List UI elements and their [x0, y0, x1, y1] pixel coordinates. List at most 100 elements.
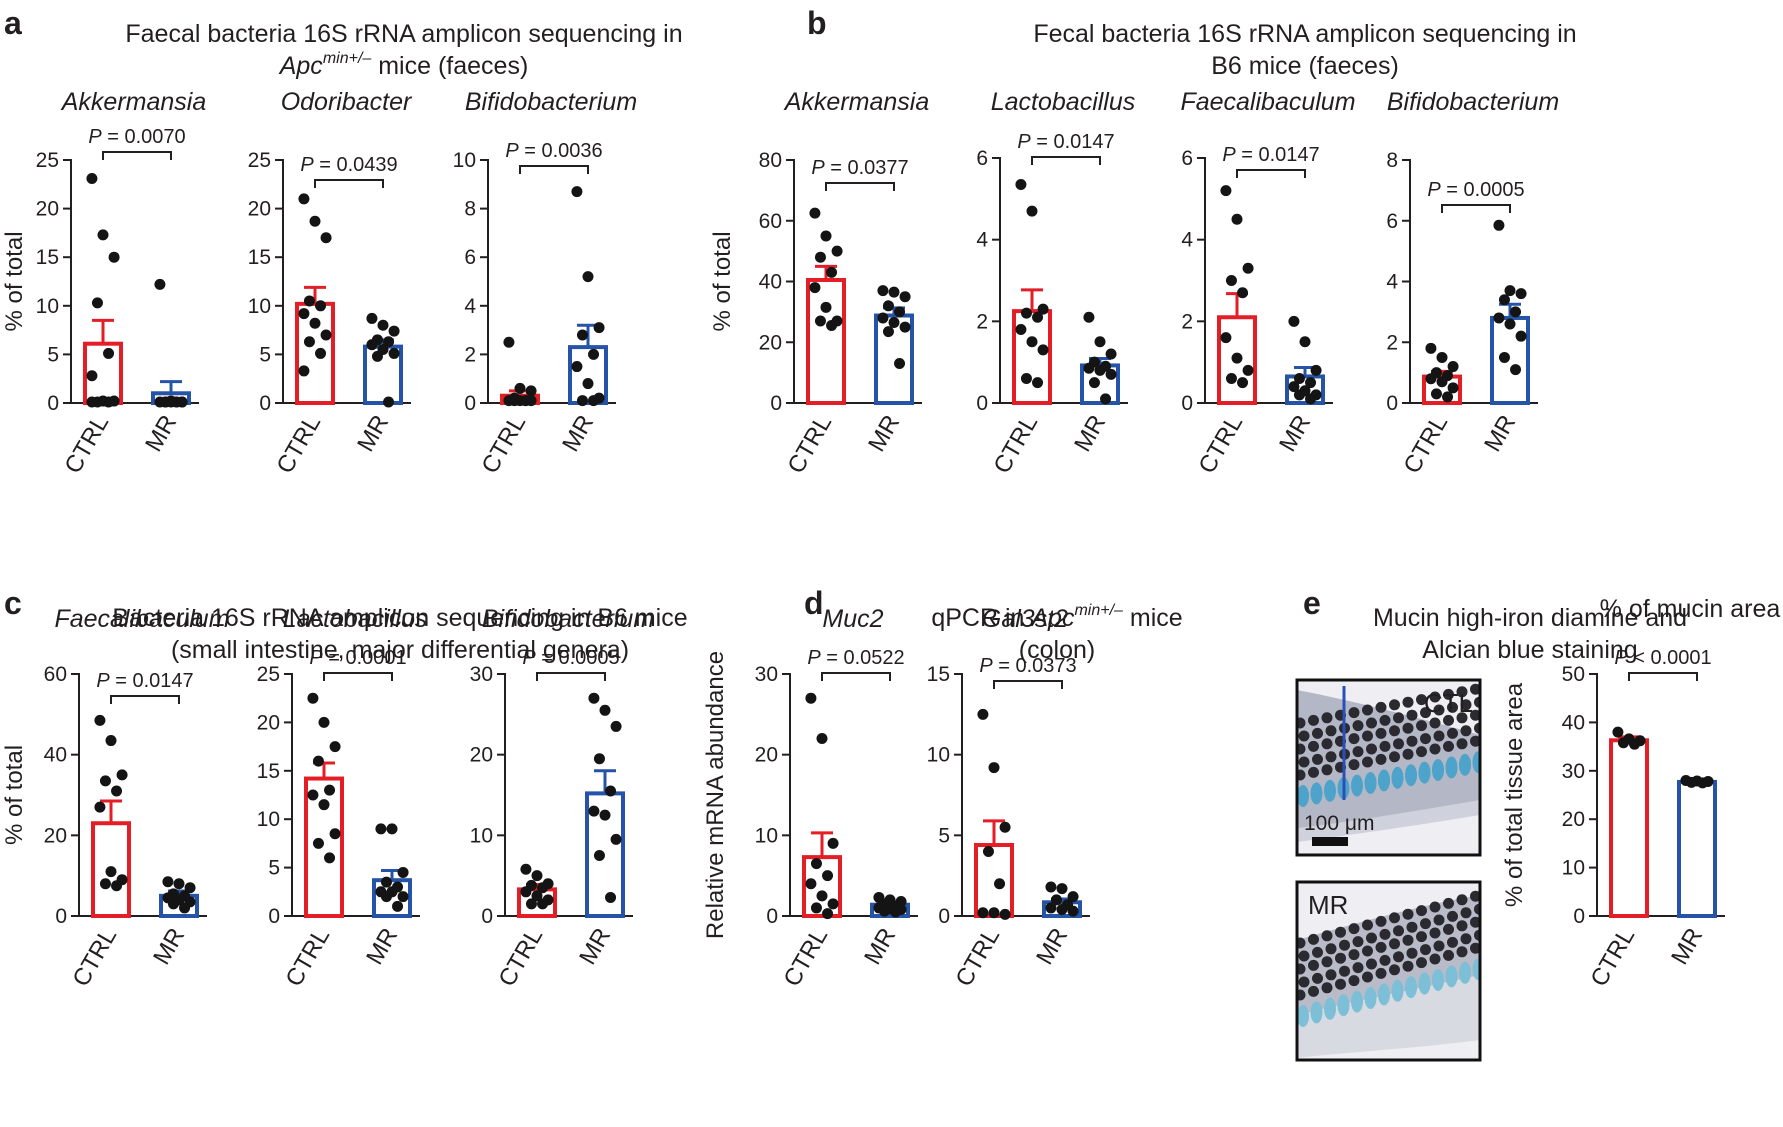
category-label-ctrl: CTRL [782, 411, 837, 479]
goblet-cell [1308, 740, 1319, 752]
panel-d-title-superscript: min+/– [1074, 602, 1123, 619]
panel-d-title-suffix: mice [1123, 604, 1183, 632]
data-point [571, 361, 583, 373]
goblet-cell [1379, 714, 1391, 726]
data-point [1430, 388, 1442, 400]
goblet-cell [1429, 743, 1441, 755]
data-point [1305, 393, 1317, 405]
category-label-ctrl: CTRL [778, 924, 833, 992]
goblet-cell [1362, 945, 1373, 957]
data-point [380, 876, 392, 888]
goblet-cell [1348, 759, 1360, 771]
data-point [827, 898, 839, 910]
significance-bracket [1236, 169, 1306, 178]
data-point [1425, 373, 1437, 385]
alcian-blue-crypt [1459, 753, 1471, 776]
data-point [184, 882, 196, 894]
data-point [298, 308, 310, 320]
data-point [888, 286, 900, 298]
y-tick-label: 4 [464, 295, 476, 318]
histology-image-mr: MR [1295, 880, 1482, 1062]
category-label-mr: MR [574, 924, 616, 970]
p-value-label: P = 0.0070 [88, 126, 185, 148]
data-point [593, 850, 605, 861]
goblet-cell [1339, 965, 1350, 977]
goblet-cell [1308, 766, 1319, 778]
significance-bracket [102, 151, 172, 160]
panel-label-a: a [4, 5, 22, 41]
p-value-label: P = 0.0036 [505, 140, 602, 162]
goblet-cell [1447, 701, 1458, 713]
goblet-cell [1402, 722, 1414, 734]
data-point [91, 297, 103, 309]
data-point [1105, 368, 1117, 380]
data-point [1442, 391, 1454, 403]
chart-a-akkermansia: Akkermansia 0 5 10 15 20 25 % of total CTRL MR P =… [1, 88, 206, 478]
p-value-label: P = 0.0377 [811, 157, 908, 179]
category-label-ctrl: CTRL [1193, 411, 1248, 479]
data-point [805, 692, 817, 704]
scale-bar-label: 100 μm [1304, 812, 1374, 835]
y-tick-label: 0 [770, 392, 782, 415]
goblet-cell [1375, 701, 1387, 713]
chart-title: % of mucin area [1600, 595, 1781, 623]
chart-a-bifidobacterium: Bifidobacterium 0 2 4 6 8 10 CTRL MR P = 0.0036 [453, 88, 638, 478]
significance-bracket [536, 672, 606, 681]
data-point [605, 785, 617, 797]
category-label-mr: MR [352, 411, 394, 457]
goblet-cell [1406, 735, 1418, 747]
category-label-ctrl: CTRL [1398, 411, 1453, 479]
y-tick-label: 60 [44, 663, 67, 686]
significance-bracket [110, 695, 180, 704]
data-point [1504, 318, 1516, 330]
chart-b-lactobacillus: Lactobacillus 0 2 4 6 CTRL MR P = 0.0147 [976, 88, 1135, 478]
y-tick-label: 6 [464, 246, 476, 269]
y-tick-label: 15 [927, 663, 950, 686]
data-point [1498, 351, 1510, 363]
data-point [525, 385, 537, 397]
goblet-cell [1416, 905, 1427, 917]
p-value-label: P = 0.0001 [309, 647, 406, 669]
data-point [605, 891, 617, 903]
y-tick-label: 60 [759, 210, 782, 233]
data-point [588, 348, 600, 360]
goblet-cell [1297, 963, 1306, 975]
panel-a-title-apc: Apc [278, 52, 324, 80]
goblet-cell [1433, 730, 1445, 742]
data-point [1436, 351, 1448, 363]
data-point [318, 716, 330, 728]
y-tick-label: 10 [453, 149, 476, 172]
y-axis-label: % of total tissue area [1501, 682, 1528, 907]
goblet-cell [1416, 720, 1427, 732]
data-point [610, 720, 622, 732]
y-tick-label: 0 [481, 905, 493, 928]
goblet-cell [1402, 960, 1414, 972]
goblet-cell [1312, 727, 1323, 739]
y-axis-label: % of total [1, 745, 28, 845]
y-tick-label: 0 [766, 905, 778, 928]
data-point [810, 902, 822, 914]
alcian-blue-crypt [1405, 976, 1417, 999]
data-point [999, 908, 1011, 920]
data-point [1436, 376, 1448, 388]
goblet-cell [1447, 936, 1458, 948]
data-point [827, 837, 839, 849]
data-point [111, 785, 123, 797]
histology-ctl-tissue [1297, 683, 1480, 842]
goblet-cell [1429, 953, 1441, 965]
chart-d-muc2: Muc2 0 10 20 30 Relative mRNA abundance CTRL MR… [702, 605, 918, 991]
goblet-cell [1312, 972, 1323, 984]
goblet-cell [1389, 964, 1400, 976]
chart-title: Lactobacillus [283, 605, 428, 633]
data-point [329, 741, 341, 753]
goblet-cell [1362, 704, 1373, 716]
significance-bracket [821, 672, 891, 681]
alcian-blue-crypt [1297, 785, 1309, 807]
alcian-blue-crypt [1432, 969, 1444, 991]
chart-title: Akkermansia [783, 88, 930, 116]
data-point [94, 801, 106, 813]
goblet-cell [1321, 764, 1333, 776]
goblet-cell [1321, 712, 1333, 724]
y-tick-label: 80 [759, 149, 782, 172]
goblet-cell [1420, 733, 1431, 745]
